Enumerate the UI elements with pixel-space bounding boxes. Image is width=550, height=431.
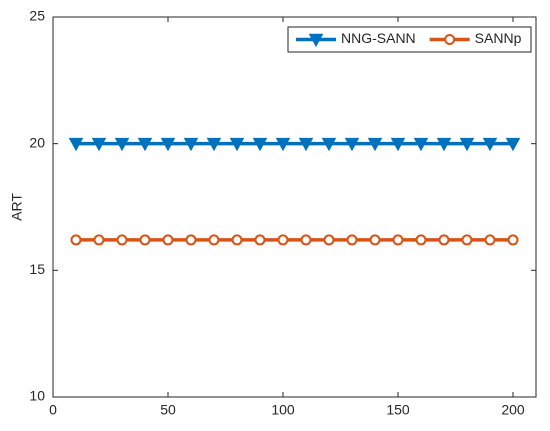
marker (415, 234, 427, 246)
y-axis-label: ART (9, 193, 25, 221)
marker (93, 234, 105, 246)
marker (323, 234, 335, 246)
marker (231, 234, 243, 246)
marker (70, 234, 82, 246)
marker (252, 137, 268, 152)
x-tick-label: 200 (501, 402, 525, 418)
legend-marker (308, 33, 324, 48)
marker (116, 234, 128, 246)
marker (139, 234, 151, 246)
marker (390, 137, 406, 152)
legend-label: NNG-SANN (341, 30, 416, 46)
marker (185, 234, 197, 246)
marker (436, 137, 452, 152)
legend-label: SANNp (475, 30, 522, 46)
marker (254, 234, 266, 246)
marker (459, 137, 475, 152)
marker (413, 137, 429, 152)
marker (321, 137, 337, 152)
y-tick-label: 25 (29, 8, 45, 24)
marker (208, 234, 220, 246)
marker (137, 137, 153, 152)
marker (507, 234, 519, 246)
y-tick-label: 15 (29, 261, 45, 277)
legend-marker (444, 34, 456, 45)
marker (160, 137, 176, 152)
marker (183, 137, 199, 152)
plot-area (52, 16, 537, 398)
marker (91, 137, 107, 152)
x-tick-label: 100 (271, 402, 295, 418)
marker (346, 234, 358, 246)
marker (277, 234, 289, 246)
marker (392, 234, 404, 246)
marker (162, 234, 174, 246)
marker (206, 137, 222, 152)
x-tick-label: 150 (386, 402, 410, 418)
marker (344, 137, 360, 152)
marker (482, 137, 498, 152)
marker (275, 137, 291, 152)
marker (298, 137, 314, 152)
marker (300, 234, 312, 246)
marker (229, 137, 245, 152)
marker (484, 234, 496, 246)
marker (505, 137, 521, 152)
y-tick-label: 10 (29, 388, 45, 404)
marker (461, 234, 473, 246)
marker (68, 137, 84, 152)
marker (114, 137, 130, 152)
marker (369, 234, 381, 246)
x-tick-label: 0 (49, 402, 57, 418)
x-tick-label: 50 (160, 402, 176, 418)
y-tick-label: 20 (29, 134, 45, 150)
marker (438, 234, 450, 246)
marker (367, 137, 383, 152)
